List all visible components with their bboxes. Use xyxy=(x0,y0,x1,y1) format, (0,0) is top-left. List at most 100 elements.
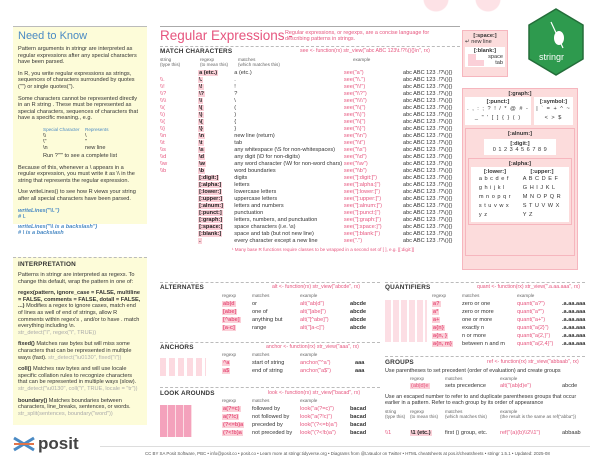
groups-divider xyxy=(385,356,585,357)
result: .a.aa.aaa xyxy=(562,317,586,323)
upper-letters: S T U V W X xyxy=(522,203,560,209)
regexp-cell: [abe] xyxy=(222,308,252,316)
row-example: see("\\b") xyxy=(343,168,367,174)
result: aaa xyxy=(355,368,365,374)
row-matches: letters, numbers, and punctuation xyxy=(234,217,318,223)
match-row: . every character except a new line see(".… xyxy=(160,238,460,245)
result: bacad xyxy=(350,430,367,436)
alnum-label: [:alnum:] xyxy=(508,131,532,137)
space-class-box: [:space:] ↵ new line [:blank:] space tab xyxy=(462,30,508,77)
graph-class-label: [:graph:] xyxy=(508,91,532,97)
match-row: [:graph:] letters, numbers, and punctuati… xyxy=(160,217,460,224)
anchors-header: regexp xyxy=(222,352,237,357)
alternates-fn: alt <- function(rx) str_view("abcde", rx… xyxy=(272,284,361,290)
match-row: \\w \w any word character (\W for non-word… xyxy=(160,161,460,168)
row-string xyxy=(160,182,198,189)
regexp: (?<!b)a xyxy=(222,430,243,436)
lookarounds-header: matches xyxy=(252,398,270,403)
row-example: see(".") xyxy=(343,238,363,244)
row-output: abc ABC 123 .!?\(){} xyxy=(402,196,453,202)
g-hdr: matches xyxy=(445,376,463,381)
row-example: see("[:graph:]") xyxy=(343,217,382,223)
groups-headers2: string (type this) regexp (to mean this) m… xyxy=(385,409,576,419)
row-string xyxy=(160,224,198,231)
posit-logo-icon xyxy=(13,436,35,452)
match-row: \\t \t tab see("\\t") abc ABC 123 .!?\(){} xyxy=(160,140,460,147)
match-row: \\d \d any digit (\D for non-digits) see("\… xyxy=(160,154,460,161)
quant-table: regexp matches example a? zero or one quant("… xyxy=(432,293,585,348)
special-header-char: Special Character xyxy=(43,126,80,132)
row-matches: ) xyxy=(234,112,237,118)
row-regexp: \} xyxy=(198,126,204,132)
row-regexp: \n xyxy=(198,133,206,139)
example: alt("[^abe]") xyxy=(300,317,329,323)
lower-letters: y z xyxy=(478,212,488,218)
match-row: \\b \b word boundaries see("\\b") abc ABC 12… xyxy=(160,168,460,175)
anchors-fn: anchor <- function(rx) str_view("aaa", r… xyxy=(266,344,359,350)
lookarounds-row: a(?=c) followed by look("a(?=c)") bacad xyxy=(222,405,366,413)
anchors-table: regexp matches example ^a start of string anc… xyxy=(222,352,364,375)
groups-row: (ab|d)e sets precedence alt("(ab|d)e") a… xyxy=(410,383,577,389)
result: abcde xyxy=(350,309,367,315)
row-output: abc ABC 123 .!?\(){} xyxy=(402,161,453,167)
regexp: a(?=c) xyxy=(222,406,241,412)
g2-hdr: string (type this) xyxy=(385,409,406,419)
row-example: see("\\d") xyxy=(343,154,367,160)
row-matches: space characters (i.e. \s) xyxy=(234,224,296,230)
row-regexp-cell: \{ xyxy=(198,119,234,126)
match-table: string (type this) regexp (to mean this)… xyxy=(160,57,460,245)
row-matches: word boundaries xyxy=(234,168,276,174)
row-example: see("\\w") xyxy=(343,161,368,167)
g-example: alt("(ab|d)e") xyxy=(500,383,532,389)
example: look("(?<!b)a") xyxy=(300,430,336,436)
row-output: abc ABC 123 .!?\(){} xyxy=(402,119,453,125)
newline-item: ↵ new line xyxy=(465,39,505,45)
row-regexp: \w xyxy=(198,161,206,167)
row-example: see("\\}") xyxy=(343,126,366,132)
code2: writeLines("\\ is a backslash") xyxy=(18,223,98,230)
row-regexp: [:punct:] xyxy=(198,210,223,216)
row-matches: uppercase letters xyxy=(234,196,278,202)
g2-hdr: matches (which matches this) xyxy=(445,409,487,419)
row-regexp-cell: \n xyxy=(198,133,234,140)
result: .a.aa.aaa xyxy=(562,333,586,339)
regexp: ^a xyxy=(222,360,231,366)
lower-label: [:lower:] xyxy=(483,169,506,175)
row-example: see("\\!") xyxy=(343,84,366,90)
row-output: abc ABC 123 .!?\(){} xyxy=(402,238,453,244)
matches: n or more xyxy=(462,333,486,339)
match-row: [:punct:] punctuation see("[:punct:]") abc … xyxy=(160,210,460,217)
row-string xyxy=(160,203,198,210)
row-string xyxy=(160,70,198,77)
row-output: abc ABC 123 .!?\(){} xyxy=(402,168,453,174)
regexp: ab|d xyxy=(222,301,236,307)
g2-matches: first () group, etc. xyxy=(445,430,488,436)
fixed-desc: Matches raw bytes but will miss some cha… xyxy=(18,341,132,361)
row-output: abc ABC 123 .!?\(){} xyxy=(402,210,453,216)
row-regexp-cell: [:lower:] xyxy=(198,189,234,196)
lower-letters: a b c d e f xyxy=(478,176,509,182)
punct-box: [:punct:] . , : ; ? ! / * @ # - _ " ' [ … xyxy=(465,97,531,125)
result: abcde xyxy=(350,301,367,307)
coll-desc: Matches raw bytes and will use locale sp… xyxy=(18,366,137,386)
row-matches: ! xyxy=(234,84,236,90)
row-output: abc ABC 123 .!?\(){} xyxy=(402,98,453,104)
row-regexp: [:alpha:] xyxy=(198,182,223,188)
row-matches: new line (return) xyxy=(234,133,275,139)
g-hdr: regexp xyxy=(410,376,425,381)
quant-fn: quant <- function(rx) str_view(".a.aa.aa… xyxy=(477,284,581,290)
example: alt("[abe]") xyxy=(300,309,327,315)
match-row: \\{\{{see("\\{") abc ABC 123 .!?\(){} xyxy=(160,119,460,126)
example: anchor("a$") xyxy=(300,368,332,374)
special-char: \n xyxy=(43,144,48,151)
regexp-cell: a+ xyxy=(432,316,462,324)
row-regexp: \) xyxy=(198,112,204,118)
row-string: \\} xyxy=(160,126,165,132)
regexp: a{n} xyxy=(432,325,445,331)
row-string: \\t xyxy=(160,140,165,146)
alternates-row: [abe] one of alt("[abe]") abcde xyxy=(222,308,366,316)
row-regexp: [:upper:] xyxy=(198,196,224,202)
match-row: \\) \)) see("\\)") abc ABC 123 .!?\(){} xyxy=(160,112,460,119)
matches: exactly n xyxy=(462,325,485,331)
punct-label: [:punct:] xyxy=(486,99,510,105)
